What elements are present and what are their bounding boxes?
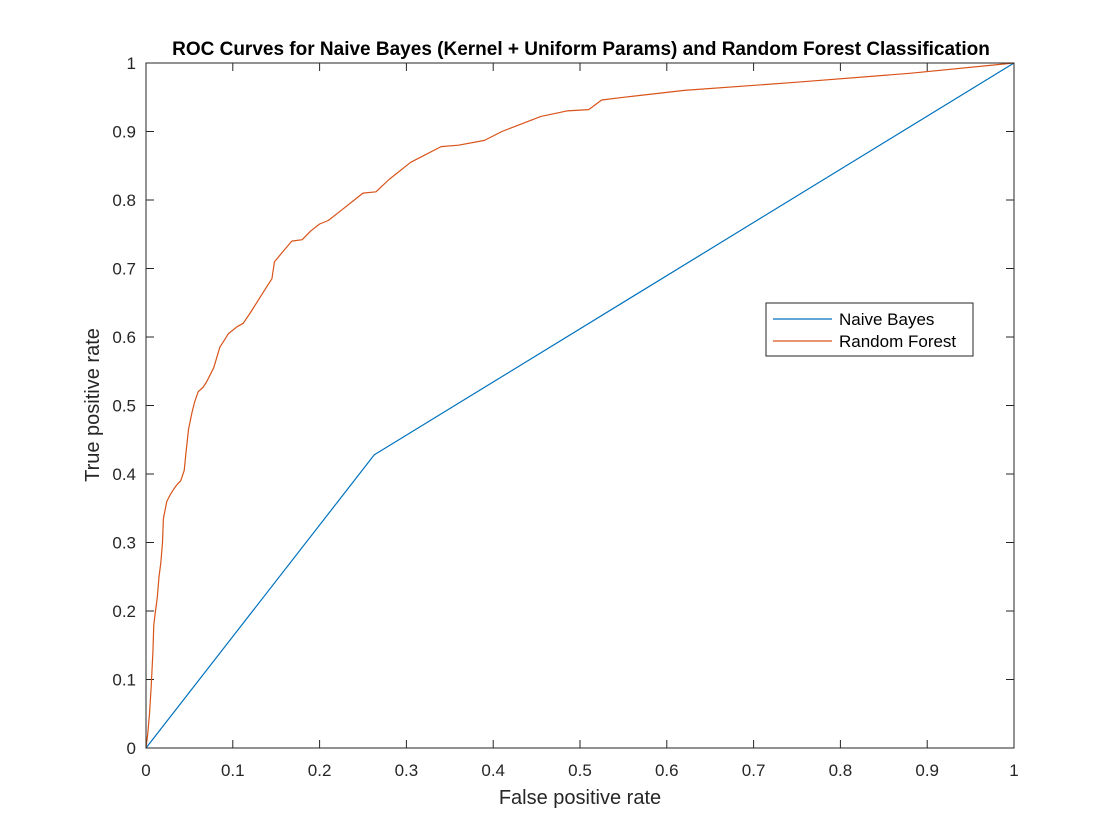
series-line-naive-bayes — [145, 62, 1015, 749]
x-tick-label: 0.9 — [915, 761, 939, 780]
x-tick-label: 0.8 — [829, 761, 853, 780]
legend-label-naive-bayes: Naive Bayes — [839, 310, 934, 329]
y-axis-ticks: 0 0.1 0.2 0.3 0.4 0.5 0.6 0.7 0.8 0.9 1 — [112, 54, 1014, 758]
series-line-random-forest — [145, 62, 1015, 749]
y-tick-label: 1 — [127, 54, 136, 73]
plot-frame — [145, 62, 1015, 749]
series-layer — [145, 62, 1015, 749]
y-tick-label: 0.5 — [112, 397, 136, 416]
plot-area — [146, 63, 1014, 748]
y-axis-label: True positive rate — [82, 328, 104, 482]
y-tick-label: 0.6 — [112, 328, 136, 347]
x-tick-label: 1 — [1009, 761, 1018, 780]
legend-box — [765, 302, 974, 357]
legend: Naive Bayes Random Forest — [765, 302, 974, 357]
y-tick-label: 0.2 — [112, 602, 136, 621]
x-tick-label: 0.5 — [568, 761, 592, 780]
x-tick-label: 0.1 — [221, 761, 245, 780]
y-tick-label: 0.4 — [112, 465, 136, 484]
y-tick-label: 0.8 — [112, 191, 136, 210]
legend-label-random-forest: Random Forest — [839, 332, 956, 351]
y-tick-label: 0.1 — [112, 671, 136, 690]
x-tick-label: 0.6 — [655, 761, 679, 780]
x-tick-label: 0.4 — [481, 761, 505, 780]
x-tick-label: 0 — [141, 761, 150, 780]
y-tick-label: 0.9 — [112, 123, 136, 142]
x-tick-label: 0.3 — [395, 761, 419, 780]
x-tick-label: 0.7 — [742, 761, 766, 780]
y-tick-label: 0 — [127, 739, 136, 758]
y-tick-label: 0.3 — [112, 534, 136, 553]
y-tick-label: 0.7 — [112, 260, 136, 279]
x-axis-label: False positive rate — [499, 787, 661, 809]
x-axis-ticks: 0 0.1 0.2 0.3 0.4 0.5 0.6 0.7 0.8 0.9 1 — [141, 63, 1019, 780]
x-tick-label: 0.2 — [308, 761, 332, 780]
chart-title: ROC Curves for Naive Bayes (Kernel + Uni… — [172, 39, 990, 60]
